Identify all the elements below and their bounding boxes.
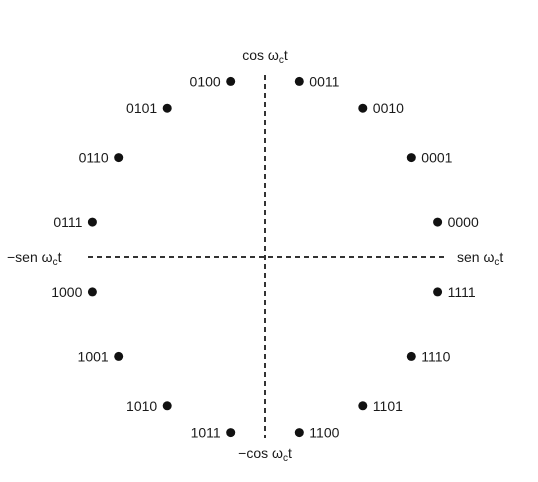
constellation-code-label: 1111 — [448, 284, 476, 300]
constellation-points: 0000 0001 0010 0011 0100 0101 0110 0111 1000 1001… — [51, 73, 479, 440]
constellation-point-0011 — [294, 76, 304, 86]
constellation-point-0101 — [162, 103, 172, 113]
constellation-code-label: 0011 — [309, 73, 339, 89]
constellation-code-label: 0010 — [373, 100, 404, 116]
constellation-point-1010 — [162, 401, 172, 411]
constellation-code-label: 0000 — [448, 214, 479, 230]
constellation-point-0000 — [433, 217, 443, 227]
constellation-point-1000 — [87, 287, 97, 297]
axis-label-left: −sen ωct — [7, 249, 62, 268]
constellation-point-1101 — [358, 401, 368, 411]
constellation-point-1100 — [294, 428, 304, 438]
constellation-code-label: 1010 — [126, 398, 157, 414]
axis-label-bottom: −cos ωct — [238, 445, 292, 464]
constellation-point-1011 — [226, 428, 236, 438]
constellation-point-0010 — [358, 103, 368, 113]
constellation-code-label: 0110 — [79, 150, 109, 166]
constellation-code-label: 1001 — [78, 348, 109, 364]
axis-label-top: cos ωct — [242, 47, 288, 66]
constellation-point-0001 — [406, 153, 416, 163]
constellation-point-0111 — [87, 217, 97, 227]
constellation-code-label: 1100 — [309, 425, 339, 441]
constellation-code-label: 1000 — [51, 284, 82, 300]
constellation-code-label: 1011 — [191, 425, 221, 441]
constellation-code-label: 0001 — [421, 150, 452, 166]
constellation-point-1001 — [114, 351, 124, 361]
constellation-code-label: 1110 — [421, 348, 450, 364]
constellation-point-1111 — [433, 287, 443, 297]
constellation-code-label: 0100 — [190, 73, 221, 89]
constellation-code-label: 0101 — [126, 100, 157, 116]
axis-label-right: sen ωct — [457, 249, 503, 268]
constellation-code-label: 0111 — [53, 214, 82, 230]
constellation-point-0110 — [114, 153, 124, 163]
constellation-point-1110 — [406, 351, 416, 361]
constellation-code-label: 1101 — [373, 398, 403, 414]
constellation-point-0100 — [226, 76, 236, 86]
